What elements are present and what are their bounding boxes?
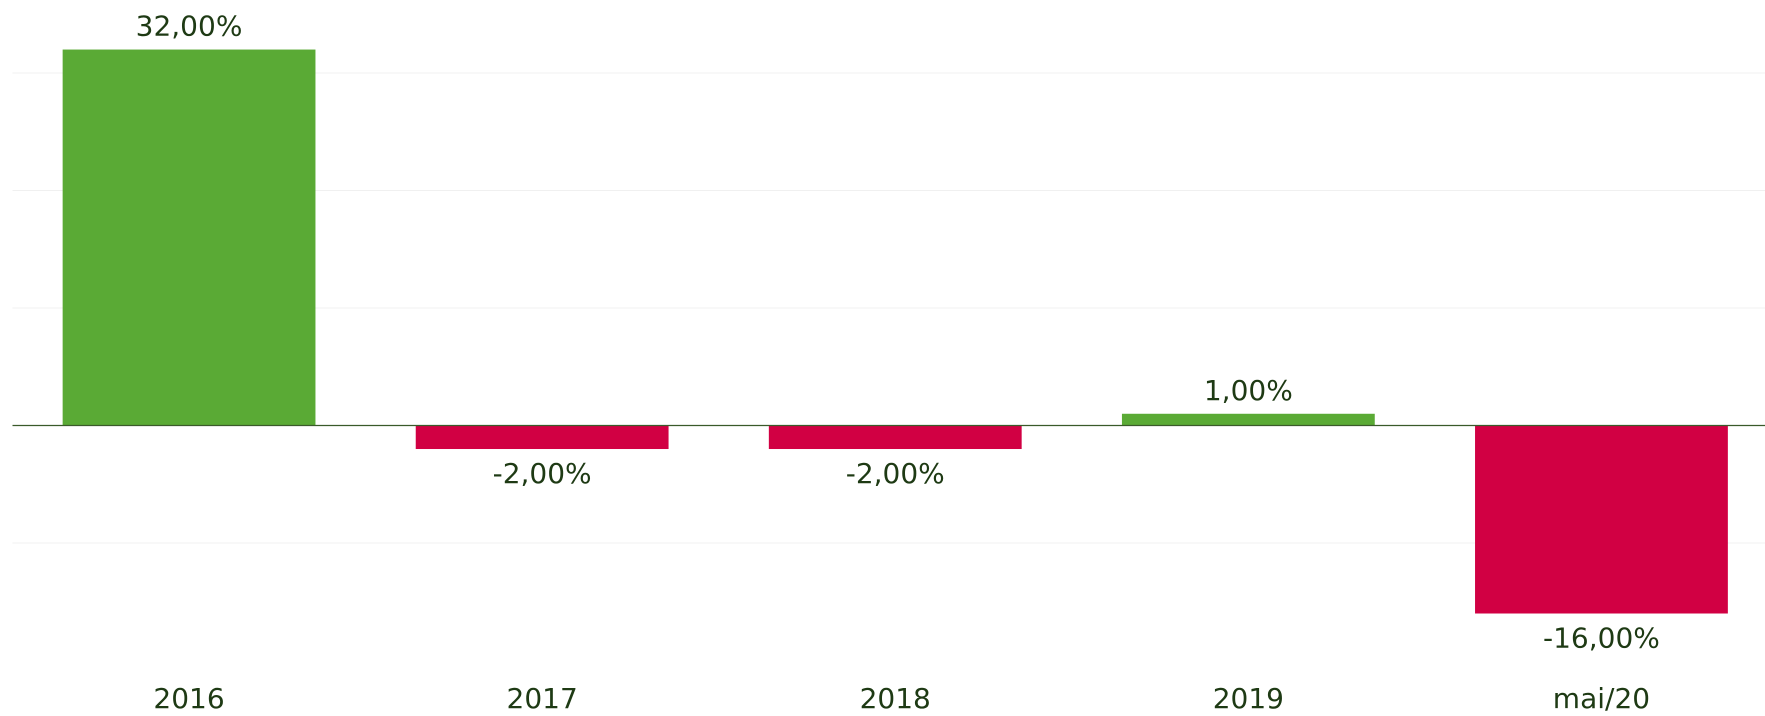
x-tick-label: 2019 [1213, 682, 1284, 715]
bar [62, 49, 316, 426]
bar [1475, 425, 1728, 614]
value-label: 1,00% [1204, 374, 1293, 407]
value-label: 32,00% [136, 10, 243, 43]
value-label: -2,00% [493, 457, 592, 490]
value-label: -2,00% [846, 457, 945, 490]
bar [768, 425, 1022, 450]
x-tick-label: 2017 [507, 682, 578, 715]
bar [1121, 413, 1375, 426]
value-label: -16,00% [1543, 622, 1660, 655]
x-tick-label: mai/20 [1553, 682, 1650, 715]
x-tick-label: 2016 [153, 682, 224, 715]
x-tick-label: 2018 [860, 682, 931, 715]
bar [415, 425, 669, 450]
